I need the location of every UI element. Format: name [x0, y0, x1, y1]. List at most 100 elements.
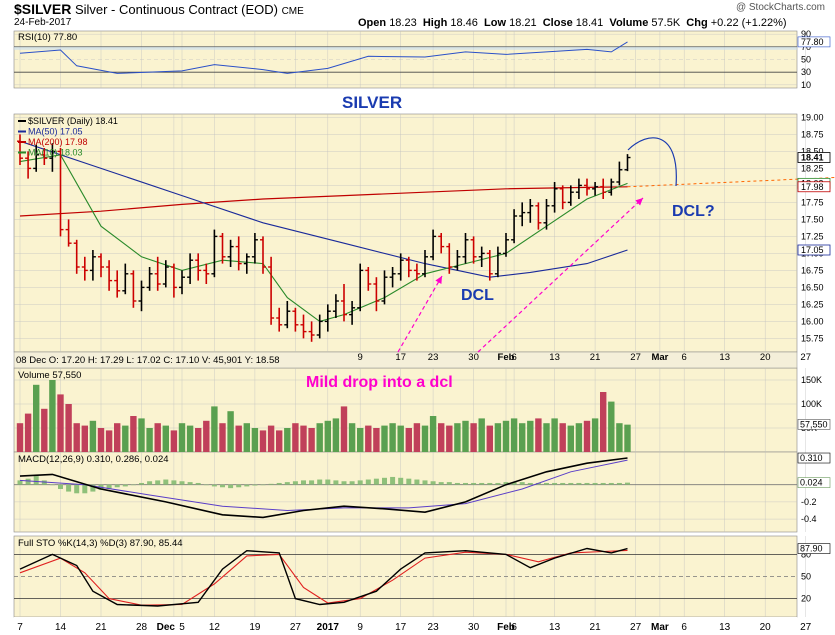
macd-histogram-bar	[66, 484, 72, 492]
volume-bar	[502, 420, 510, 452]
x-tick-label: 6	[511, 622, 517, 633]
price-tick-label: 18.50	[801, 146, 824, 156]
volume-legend: Volume 57,550	[18, 370, 81, 381]
volume-bar	[170, 430, 178, 452]
macd-histogram-bar	[325, 479, 331, 485]
rsi-value: 77.80	[801, 37, 824, 47]
price-tick-label: 15.75	[801, 333, 824, 343]
sto-legend: Full STO %K(14,3) %D(3) 87.90, 85.44	[18, 538, 183, 549]
volume-bar	[567, 425, 574, 452]
x-tick-label-upper: 27	[630, 352, 641, 363]
volume-bar	[608, 401, 615, 452]
volume-bar	[519, 423, 526, 452]
volume-bar	[41, 408, 48, 452]
macd-histogram-bar	[284, 482, 290, 485]
x-tick-label: 14	[55, 622, 67, 633]
volume-bar	[300, 425, 307, 452]
dcl-question-annotation: DCL?	[672, 203, 715, 220]
macd-histogram-bar	[463, 482, 468, 485]
sto-value: 87.90	[800, 544, 823, 554]
macd-histogram-bar	[163, 479, 169, 485]
macd-histogram-bar	[576, 482, 582, 485]
volume-bar	[470, 423, 477, 452]
rsi-tick-label: 10	[801, 80, 811, 90]
volume-bar	[146, 428, 153, 452]
volume-bar	[130, 416, 137, 452]
chart-date: 24-Feb-2017	[14, 17, 72, 28]
macd-histogram-bar	[236, 484, 242, 488]
price-tick-label: 17.50	[801, 214, 824, 224]
volume-bar	[616, 423, 623, 452]
x-tick-label: 13	[719, 622, 731, 633]
x-tick-label-upper: 20	[760, 352, 771, 363]
ticker: $SILVER	[14, 1, 72, 17]
volume-bar	[227, 411, 234, 452]
open-value: 18.23	[389, 17, 417, 29]
macd-panel	[13, 451, 798, 533]
macd-histogram-bar	[390, 476, 396, 485]
volume-bar	[397, 425, 404, 452]
macd-histogram-bar	[349, 481, 355, 485]
high-value: 18.46	[450, 17, 478, 29]
macd-histogram-bar	[552, 482, 558, 485]
macd-histogram-bar	[155, 480, 161, 485]
dcl-question-arrow-head	[635, 198, 643, 206]
volume-bar	[114, 423, 121, 452]
macd-histogram-bar	[535, 482, 541, 485]
macd-histogram-bar	[147, 481, 153, 485]
macd-histogram-bar	[220, 484, 225, 488]
x-tick-label: 21	[590, 622, 602, 633]
macd-histogram-bar	[74, 484, 80, 494]
x-tick-label: 20	[760, 622, 772, 633]
macd-histogram-bar	[438, 482, 444, 485]
x-tick-label-upper: 13	[719, 352, 730, 363]
ohlc-readout: 08 Dec O: 17.20 H: 17.29 L: 17.02 C: 17.…	[16, 355, 280, 366]
volume-bar	[267, 425, 275, 452]
macd-histogram-bar	[430, 481, 436, 485]
volume-bar	[316, 423, 323, 452]
volume-bar	[535, 418, 542, 452]
projected-cycle-arc	[627, 137, 677, 187]
volume-bar	[219, 423, 226, 452]
volume-bar	[600, 392, 607, 452]
volume-bar	[16, 423, 24, 452]
volume-bar	[365, 425, 372, 452]
macd-histogram-bar	[471, 482, 477, 485]
x-tick-label-upper: 13	[549, 352, 560, 363]
volume-bar	[284, 428, 291, 452]
rsi-tick-label: 50	[801, 55, 811, 65]
x-tick-label: 27	[800, 622, 812, 633]
volume-bar	[527, 420, 534, 452]
price-value-tag	[797, 181, 831, 193]
vol-tick-label: 150K	[801, 375, 822, 385]
ma200-projection	[627, 177, 835, 188]
volume-bar	[405, 428, 412, 452]
x-tick-label-upper: 23	[428, 352, 439, 363]
volume-bar	[235, 425, 242, 452]
volume-label: Volume	[609, 17, 649, 29]
x-tick-label: Dec	[157, 622, 176, 633]
volume-bar	[381, 425, 388, 452]
silver-annotation: SILVER	[342, 93, 402, 112]
price-legend-label: MA(200) 17.98	[28, 137, 88, 147]
macd-histogram-bar	[25, 478, 31, 485]
macd-value: 0.310	[800, 453, 823, 463]
description: Silver - Continuous Contract (EOD)	[74, 2, 278, 17]
volume-bar	[486, 425, 493, 452]
volume-bar	[429, 416, 437, 452]
volume-bar	[575, 423, 583, 452]
macd-line	[19, 457, 628, 519]
x-tick-label-upper: Feb	[498, 352, 515, 363]
price-panel	[13, 113, 798, 353]
volume-bar	[389, 423, 396, 452]
price-tick-label: 16.50	[801, 282, 824, 292]
macd-histogram-bar	[373, 478, 379, 485]
vol-tick-label: 100K	[801, 399, 822, 409]
volume-bar	[551, 418, 558, 452]
macd-histogram-bar	[422, 480, 428, 485]
macd-value-tag	[797, 452, 831, 464]
price-legend-label: MA(50) 17.05	[28, 127, 83, 137]
volume-bar	[24, 413, 32, 452]
volume-bar	[203, 420, 210, 452]
volume-bar	[154, 423, 161, 452]
